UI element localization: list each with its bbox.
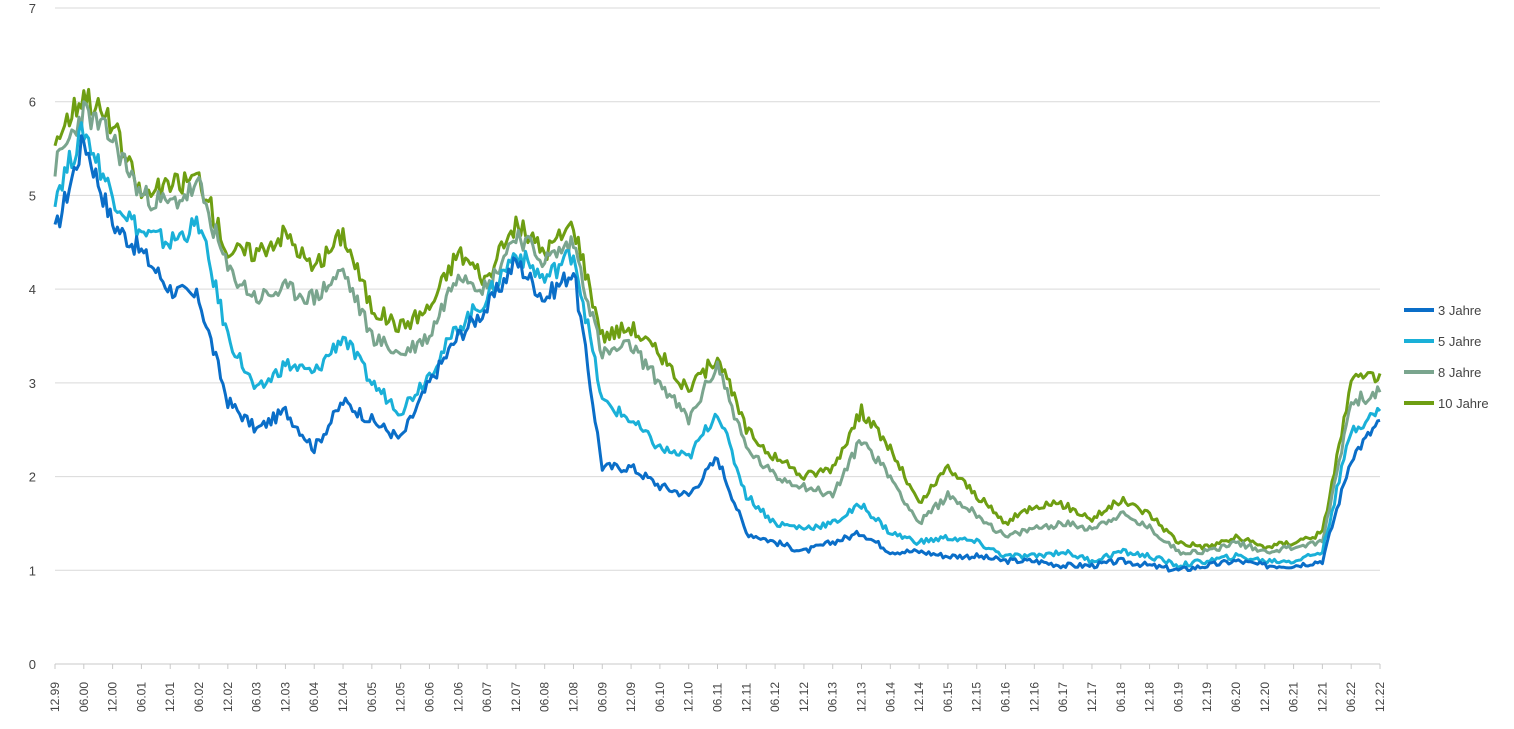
x-tick-label: 06.03 <box>250 682 264 712</box>
legend-label: 8 Jahre <box>1438 365 1481 380</box>
x-tick-label: 12.05 <box>394 682 408 712</box>
x-tick-label: 06.11 <box>711 683 725 712</box>
x-tick-label: 12.18 <box>1143 682 1157 712</box>
x-tick-label: 12.13 <box>855 682 869 712</box>
x-tick-label: 12.03 <box>278 682 292 712</box>
y-tick-label: 3 <box>29 376 36 391</box>
series-line-5-jahre <box>53 121 1382 570</box>
legend-label: 10 Jahre <box>1438 396 1489 411</box>
y-tick-label: 0 <box>29 657 36 672</box>
x-tick-label: 12.00 <box>106 682 120 712</box>
x-tick-label: 06.10 <box>653 682 667 712</box>
y-tick-label: 4 <box>29 282 36 297</box>
x-tick-label: 12.12 <box>797 682 811 712</box>
series-line-10-jahre <box>53 87 1382 551</box>
x-tick-label: 06.04 <box>307 682 321 712</box>
x-tick-label: 12.10 <box>682 682 696 712</box>
x-tick-label: 06.09 <box>595 682 609 712</box>
x-tick-label: 12.11 <box>739 683 753 712</box>
x-tick-label: 12.14 <box>912 682 926 712</box>
x-tick-label: 12.04 <box>336 682 350 712</box>
x-tick-label: 06.17 <box>1056 682 1070 712</box>
x-tick-label: 06.07 <box>480 682 494 712</box>
y-tick-label: 7 <box>29 1 36 16</box>
x-tick-label: 06.02 <box>192 682 206 712</box>
legend-label: 3 Jahre <box>1438 303 1481 318</box>
x-tick-label: 12.16 <box>1027 682 1041 712</box>
x-tick-label: 12.21 <box>1315 682 1329 712</box>
x-tick-label: 06.15 <box>941 682 955 712</box>
series-line-8-jahre <box>53 100 1382 556</box>
x-tick-label: 06.19 <box>1171 682 1185 712</box>
y-tick-label: 2 <box>29 470 36 485</box>
x-tick-label: 12.15 <box>970 682 984 712</box>
x-tick-label: 12.02 <box>221 682 235 712</box>
y-tick-label: 5 <box>29 188 36 203</box>
x-tick-label: 06.00 <box>77 682 91 712</box>
x-tick-label: 06.22 <box>1344 682 1358 712</box>
legend-label: 5 Jahre <box>1438 334 1481 349</box>
x-tick-label: 12.01 <box>163 682 177 712</box>
x-tick-label: 12.20 <box>1258 682 1272 712</box>
x-tick-label: 12.17 <box>1085 682 1099 712</box>
x-tick-label: 12.07 <box>509 682 523 712</box>
x-tick-label: 06.01 <box>134 682 148 712</box>
x-tick-label: 06.21 <box>1287 682 1301 712</box>
x-tick-label: 12.08 <box>566 682 580 712</box>
series-line-3-jahre <box>53 134 1381 573</box>
x-tick-label: 06.08 <box>538 682 552 712</box>
x-tick-label: 06.05 <box>365 682 379 712</box>
x-tick-label: 06.20 <box>1229 682 1243 712</box>
x-tick-label: 06.18 <box>1114 682 1128 712</box>
x-tick-label: 06.14 <box>883 682 897 712</box>
x-tick-label: 06.06 <box>422 682 436 712</box>
x-tick-label: 12.06 <box>451 682 465 712</box>
x-tick-label: 06.12 <box>768 682 782 712</box>
x-tick-label: 12.22 <box>1373 682 1387 712</box>
y-tick-label: 6 <box>29 95 36 110</box>
x-tick-label: 12.99 <box>48 682 62 712</box>
x-tick-label: 12.09 <box>624 682 638 712</box>
x-tick-label: 12.19 <box>1200 682 1214 712</box>
x-tick-label: 06.16 <box>999 682 1013 712</box>
x-tick-label: 06.13 <box>826 682 840 712</box>
y-tick-label: 1 <box>29 563 36 578</box>
